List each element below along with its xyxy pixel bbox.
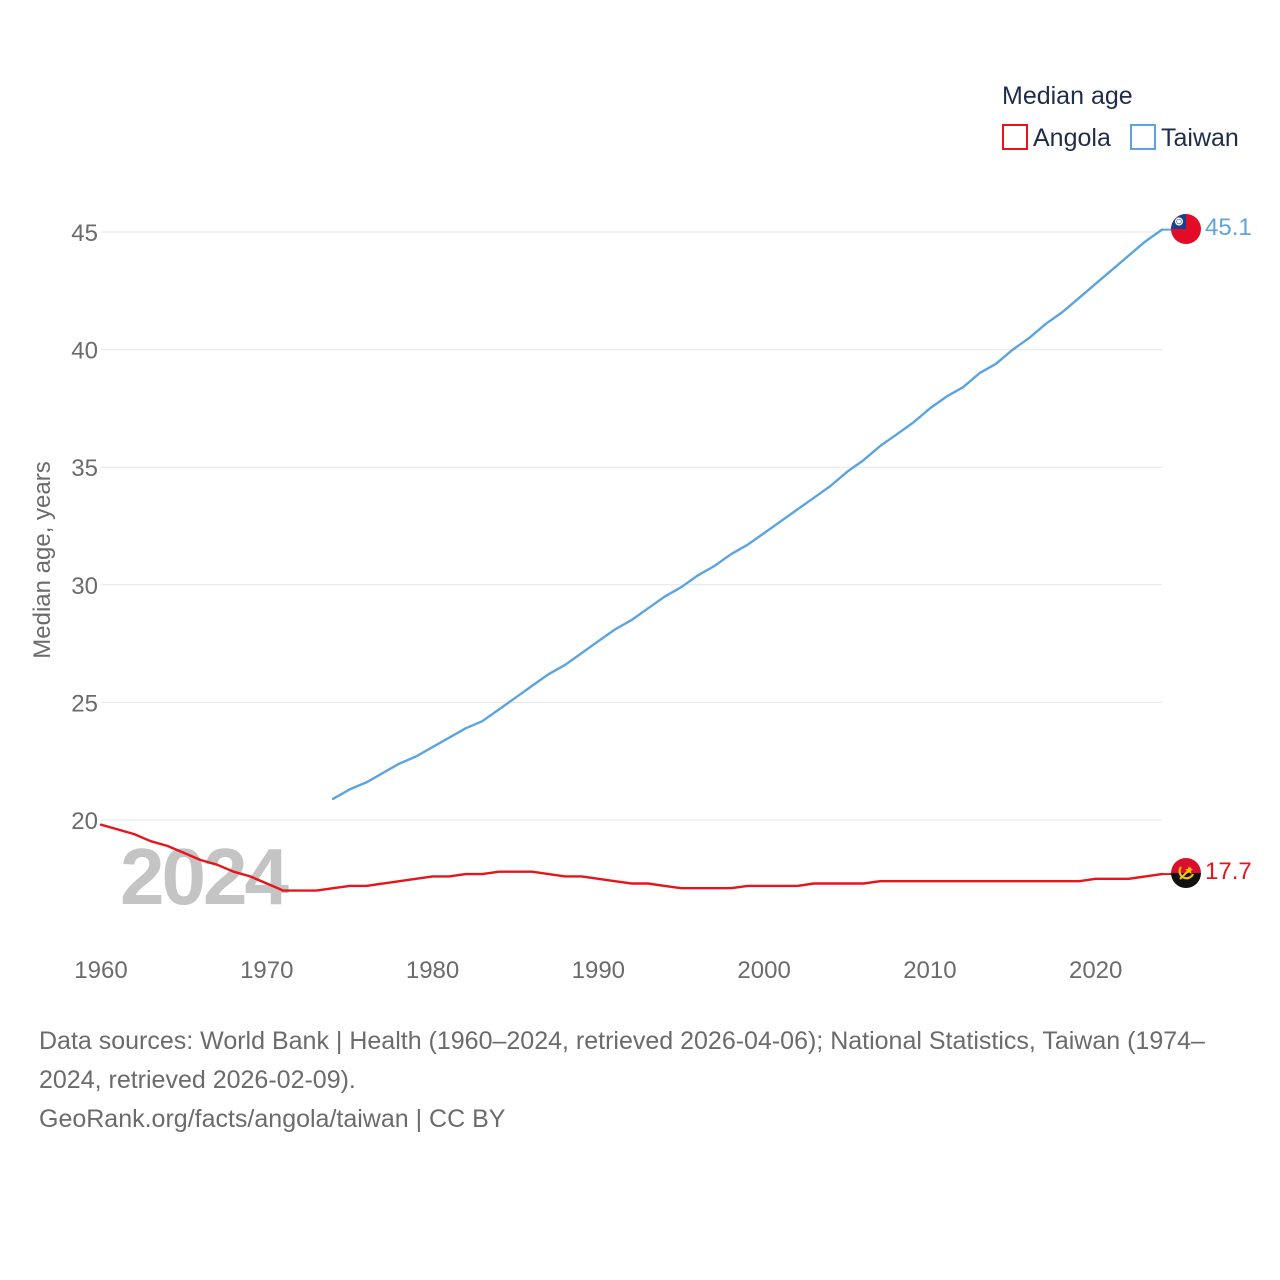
x-tick-label-1980: 1980 [406, 957, 459, 984]
y-tick-label-30: 30 [71, 573, 98, 600]
data-sources-footer: Data sources: World Bank | Health (1960–… [39, 1022, 1249, 1139]
angola-flag-icon [1171, 858, 1201, 888]
legend-swatch-angola[interactable] [1002, 124, 1028, 150]
y-tick-label-40: 40 [71, 338, 98, 365]
y-tick-label-25: 25 [71, 690, 98, 717]
series-line-angola[interactable] [99, 823, 1164, 892]
taiwan-flag-icon [1171, 214, 1201, 244]
source-line-3[interactable]: GeoRank.org/facts/angola/taiwan | CC BY [39, 1105, 506, 1133]
legend: Median age Angola Taiwan [1002, 82, 1239, 152]
x-tick-label-2010: 2010 [903, 957, 956, 984]
legend-label-angola[interactable]: Angola [1033, 124, 1111, 152]
x-tick-label-2000: 2000 [737, 957, 790, 984]
y-axis-ticks: 20 25 30 35 40 45 [71, 220, 98, 835]
x-tick-label-1960: 1960 [74, 957, 127, 984]
series-lines [99, 228, 1172, 892]
source-line-1: Data sources: World Bank | Health (1960–… [39, 1027, 1205, 1055]
legend-label-taiwan[interactable]: Taiwan [1161, 124, 1239, 152]
y-tick-label-35: 35 [71, 455, 98, 482]
y-tick-label-20: 20 [71, 808, 98, 835]
y-tick-label-45: 45 [71, 220, 98, 247]
x-tick-label-1970: 1970 [240, 957, 293, 984]
x-tick-label-1990: 1990 [572, 957, 625, 984]
end-value-label-angola: 17.7 [1205, 858, 1252, 885]
x-tick-label-2020: 2020 [1069, 957, 1122, 984]
end-value-label-taiwan: 45.1 [1205, 214, 1252, 241]
series-line-taiwan[interactable] [331, 228, 1164, 800]
y-axis-title: Median age, years [29, 461, 56, 658]
source-line-2: 2024, retrieved 2026-02-09). [39, 1066, 356, 1094]
legend-swatch-taiwan[interactable] [1130, 124, 1156, 150]
gridlines [101, 231, 1162, 821]
x-axis-ticks: 1960 1970 1980 1990 2000 2010 2020 [74, 957, 1122, 984]
legend-title: Median age [1002, 82, 1133, 110]
year-watermark: 2024 [120, 832, 289, 921]
